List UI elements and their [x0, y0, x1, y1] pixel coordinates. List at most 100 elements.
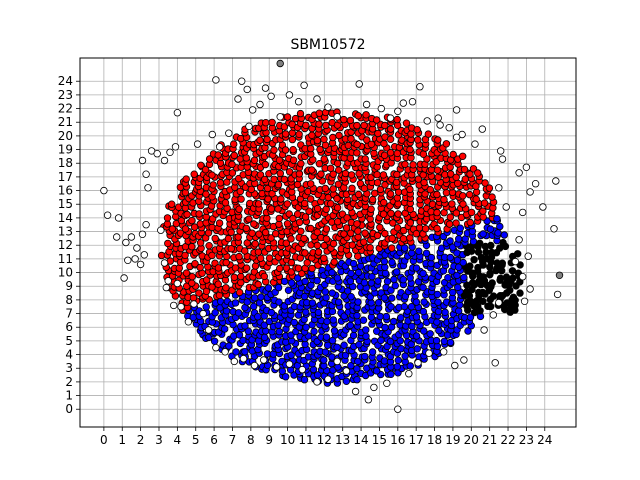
y-tick-label: 8: [65, 293, 73, 307]
point-blue-cluster: [362, 326, 370, 334]
point-white-outlier: [267, 92, 275, 100]
point-blue-cluster: [342, 377, 351, 385]
point-red-cluster: [282, 264, 291, 272]
point-blue-cluster: [494, 229, 502, 237]
point-blue-cluster: [346, 321, 355, 330]
point-red-cluster: [381, 121, 389, 130]
point-blue-cluster: [500, 231, 508, 239]
x-tick-label: 2: [137, 433, 145, 447]
point-red-cluster: [354, 227, 362, 235]
point-red-cluster: [308, 131, 316, 139]
point-white-outlier: [173, 108, 182, 117]
point-white-outlier: [285, 91, 294, 99]
point-red-cluster: [289, 156, 298, 164]
point-white-outlier: [520, 297, 529, 305]
point-red-cluster: [182, 269, 191, 277]
point-white-outlier: [313, 378, 321, 386]
point-red-cluster: [280, 175, 289, 184]
point-blue-cluster: [354, 357, 362, 366]
point-blue-cluster: [380, 257, 389, 266]
y-tick-label: 17: [58, 170, 73, 184]
point-white-outlier: [100, 186, 108, 195]
point-red-cluster: [301, 213, 310, 221]
point-blue-cluster: [234, 309, 243, 317]
point-red-cluster: [205, 241, 213, 250]
point-red-cluster: [313, 228, 321, 236]
y-tick-label: 0: [65, 402, 73, 416]
point-red-cluster: [480, 199, 489, 207]
point-white-outlier: [478, 125, 486, 133]
point-red-cluster: [208, 283, 216, 291]
point-blue-cluster: [349, 259, 358, 268]
point-red-cluster: [354, 252, 362, 260]
y-tick-label: 20: [58, 129, 73, 143]
point-white-outlier: [133, 244, 141, 252]
point-blue-cluster: [387, 370, 395, 378]
y-tick-label: 3: [65, 361, 73, 375]
point-white-outlier: [260, 356, 268, 364]
point-red-cluster: [301, 249, 309, 257]
point-black-cluster: [479, 297, 487, 305]
point-red-cluster: [211, 234, 219, 243]
point-red-cluster: [367, 140, 376, 148]
x-tick-label: 8: [247, 433, 255, 447]
point-white-outlier: [324, 375, 332, 383]
point-blue-cluster: [381, 269, 390, 277]
point-blue-cluster: [250, 294, 259, 302]
point-red-cluster: [242, 154, 250, 162]
point-red-cluster: [316, 145, 324, 154]
point-red-cluster: [265, 254, 274, 262]
point-blue-cluster: [460, 273, 468, 282]
point-red-cluster: [214, 264, 223, 272]
point-red-cluster: [353, 149, 361, 157]
point-white-outlier: [272, 363, 281, 371]
point-red-cluster: [354, 190, 363, 199]
point-white-outlier: [452, 106, 461, 114]
point-blue-cluster: [415, 247, 423, 255]
point-white-outlier: [234, 95, 242, 103]
point-white-outlier: [261, 84, 270, 92]
point-red-cluster: [360, 121, 368, 130]
point-blue-cluster: [406, 274, 414, 282]
point-blue-cluster: [329, 316, 337, 324]
point-red-cluster: [262, 118, 270, 127]
point-blue-cluster: [340, 341, 348, 349]
point-red-cluster: [448, 200, 456, 208]
point-white-outlier: [497, 147, 505, 155]
point-blue-cluster: [255, 299, 264, 307]
point-blue-cluster: [308, 299, 317, 307]
point-red-cluster: [373, 178, 382, 187]
point-red-cluster: [386, 148, 395, 157]
point-red-cluster: [268, 189, 276, 198]
point-blue-cluster: [282, 338, 290, 346]
point-red-cluster: [432, 158, 440, 166]
point-red-cluster: [459, 192, 467, 200]
point-red-cluster: [421, 190, 429, 198]
point-white-outlier: [519, 273, 527, 281]
point-blue-cluster: [412, 264, 421, 272]
point-red-cluster: [407, 130, 415, 138]
point-red-cluster: [190, 223, 199, 231]
point-white-outlier: [460, 356, 468, 364]
point-red-cluster: [289, 214, 297, 223]
point-blue-cluster: [300, 376, 309, 384]
point-red-cluster: [182, 175, 190, 183]
point-red-cluster: [270, 175, 278, 183]
point-blue-cluster: [347, 269, 355, 278]
point-red-cluster: [393, 149, 401, 158]
point-red-cluster: [466, 170, 474, 178]
point-white-outlier: [383, 379, 391, 387]
point-red-cluster: [433, 208, 441, 217]
y-tick-label: 23: [58, 88, 73, 102]
point-red-cluster: [302, 121, 310, 130]
point-blue-cluster: [449, 288, 457, 297]
point-red-cluster: [363, 136, 371, 144]
point-red-cluster: [234, 233, 242, 241]
point-white-outlier: [405, 370, 413, 378]
point-blue-cluster: [282, 373, 290, 381]
point-red-cluster: [189, 294, 198, 302]
point-red-cluster: [341, 169, 350, 178]
point-red-cluster: [373, 170, 381, 179]
point-red-cluster: [181, 225, 190, 233]
